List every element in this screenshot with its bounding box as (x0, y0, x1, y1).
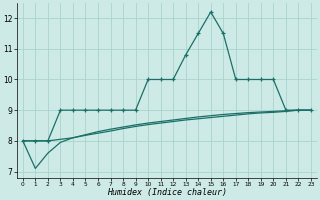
X-axis label: Humidex (Indice chaleur): Humidex (Indice chaleur) (107, 188, 227, 197)
